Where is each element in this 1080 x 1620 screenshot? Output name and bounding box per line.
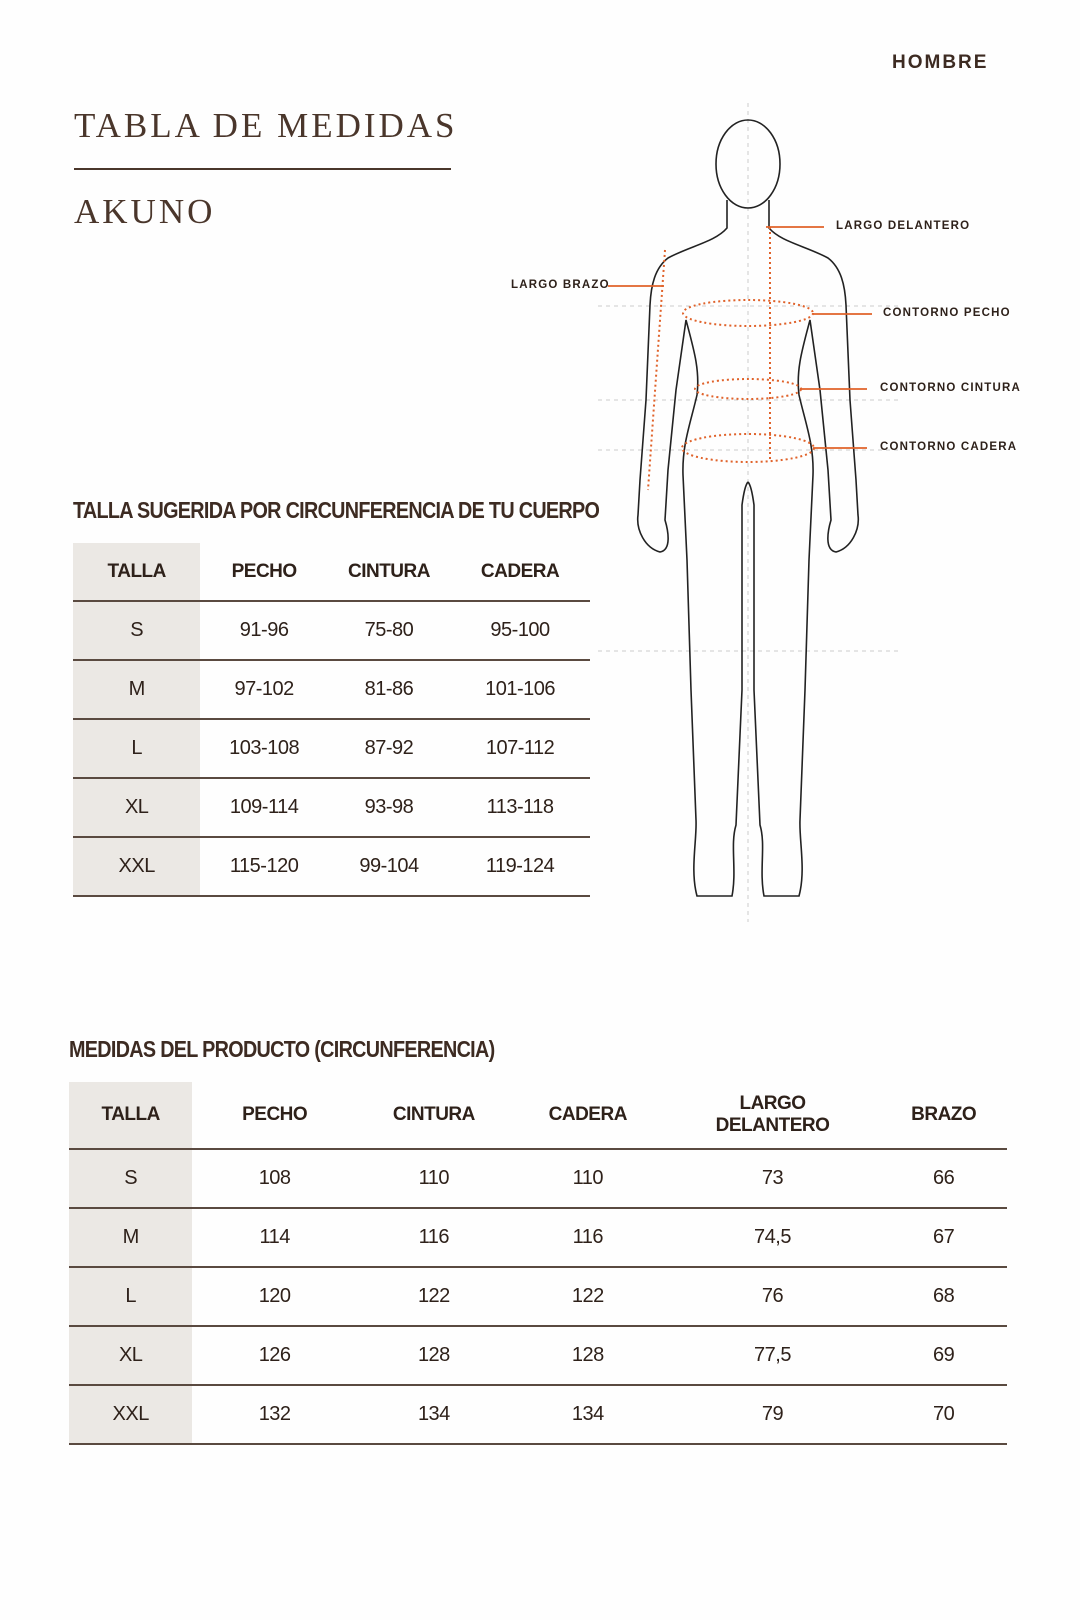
body-size-table: TALLA PECHO CINTURA CADERA S 91-96 75-80 95-100… — [73, 543, 590, 897]
value-cell: 93-98 — [327, 777, 451, 837]
column-header: CADERA — [480, 560, 560, 582]
value-cell: 134 — [510, 1384, 665, 1445]
label-contorno-cintura: CONTORNO CINTURA — [880, 382, 1022, 394]
value-cell: 91-96 — [200, 600, 328, 660]
label-leaders — [608, 226, 872, 449]
gender-label: HOMBRE — [892, 52, 989, 73]
value-cell: 122 — [356, 1266, 511, 1326]
value-cell: 101-106 — [450, 659, 590, 719]
column-header: CADERA — [548, 1104, 628, 1125]
product-size-table: TALLA PECHO CINTURA CADERA LARGO DELANTERO BR… — [69, 1082, 1007, 1445]
size-cell: XL — [69, 1325, 193, 1385]
table-header-row: TALLA PECHO CINTURA CADERA LARGO DELANTERO BR… — [69, 1082, 1007, 1149]
column-header: BRAZO — [911, 1104, 977, 1125]
value-cell: 99-104 — [327, 836, 451, 897]
value-cell: 115-120 — [200, 836, 328, 897]
size-cell: S — [73, 600, 201, 660]
value-cell: 69 — [880, 1325, 1007, 1385]
value-cell: 87-92 — [327, 718, 451, 778]
table-row: L 103-108 87-92 107-112 — [73, 718, 590, 778]
value-cell: 116 — [356, 1207, 511, 1267]
value-cell: 114 — [192, 1207, 357, 1267]
size-cell: XL — [73, 777, 201, 837]
value-cell: 126 — [192, 1325, 357, 1385]
size-cell: L — [73, 718, 201, 778]
value-cell: 68 — [880, 1266, 1007, 1326]
table-header-row: TALLA PECHO CINTURA CADERA — [73, 543, 590, 601]
column-header: PECHO — [231, 560, 298, 582]
table-row: S 108 110 110 73 66 — [69, 1148, 1007, 1208]
label-largo-brazo: LARGO BRAZO — [511, 279, 610, 291]
value-cell: 110 — [510, 1148, 665, 1208]
value-cell: 122 — [510, 1266, 665, 1326]
label-contorno-pecho: CONTORNO PECHO — [883, 307, 1011, 319]
value-cell: 66 — [880, 1148, 1007, 1208]
value-cell: 107-112 — [450, 718, 590, 778]
table-row: L 120 122 122 76 68 — [69, 1266, 1007, 1326]
value-cell: 79 — [664, 1384, 881, 1445]
column-header: LARGO DELANTERO — [715, 1093, 830, 1136]
table-row: XXL 115-120 99-104 119-124 — [73, 836, 590, 897]
table-row: XL 126 128 128 77,5 69 — [69, 1325, 1007, 1385]
value-cell: 132 — [192, 1384, 357, 1445]
size-cell: M — [69, 1207, 193, 1267]
value-cell: 67 — [880, 1207, 1007, 1267]
value-cell: 110 — [356, 1148, 511, 1208]
value-cell: 103-108 — [200, 718, 328, 778]
value-cell: 97-102 — [200, 659, 328, 719]
body-table-title: TALLA SUGERIDA POR CIRCUNFERENCIA DE TU … — [73, 497, 600, 523]
value-cell: 76 — [664, 1266, 881, 1326]
value-cell: 119-124 — [450, 836, 590, 897]
value-cell: 113-118 — [450, 777, 590, 837]
value-cell: 128 — [356, 1325, 511, 1385]
value-cell: 108 — [192, 1148, 357, 1208]
value-cell: 109-114 — [200, 777, 328, 837]
table-row: S 91-96 75-80 95-100 — [73, 600, 590, 660]
brand-name: AKUNO — [74, 192, 216, 231]
label-contorno-cadera: CONTORNO CADERA — [880, 441, 1018, 453]
value-cell: 134 — [356, 1384, 511, 1445]
title-divider — [74, 168, 451, 170]
table-row: XL 109-114 93-98 113-118 — [73, 777, 590, 837]
value-cell: 81-86 — [327, 659, 451, 719]
size-cell: XXL — [69, 1384, 193, 1445]
column-header: PECHO — [242, 1104, 308, 1125]
page-title: TABLA DE MEDIDAS — [74, 106, 458, 145]
value-cell: 95-100 — [450, 600, 590, 660]
size-cell: S — [69, 1148, 193, 1208]
label-largo-delantero: LARGO DELANTERO — [836, 220, 971, 232]
value-cell: 128 — [510, 1325, 665, 1385]
product-table-title: MEDIDAS DEL PRODUCTO (CIRCUNFERENCIA) — [69, 1036, 495, 1062]
size-cell: M — [73, 659, 201, 719]
column-header: CINTURA — [392, 1104, 476, 1125]
table-row: M 97-102 81-86 101-106 — [73, 659, 590, 719]
column-header: TALLA — [73, 543, 201, 601]
size-cell: L — [69, 1266, 193, 1326]
column-header: CINTURA — [347, 560, 431, 582]
value-cell: 77,5 — [664, 1325, 881, 1385]
value-cell: 70 — [880, 1384, 1007, 1445]
table-row: M 114 116 116 74,5 67 — [69, 1207, 1007, 1267]
table-row: XXL 132 134 134 79 70 — [69, 1384, 1007, 1445]
measurement-guides — [647, 227, 815, 491]
value-cell: 74,5 — [664, 1207, 881, 1267]
value-cell: 73 — [664, 1148, 881, 1208]
value-cell: 75-80 — [327, 600, 451, 660]
column-header: TALLA — [69, 1082, 193, 1149]
body-outline — [636, 119, 860, 897]
size-cell: XXL — [73, 836, 201, 897]
value-cell: 116 — [510, 1207, 665, 1267]
value-cell: 120 — [192, 1266, 357, 1326]
